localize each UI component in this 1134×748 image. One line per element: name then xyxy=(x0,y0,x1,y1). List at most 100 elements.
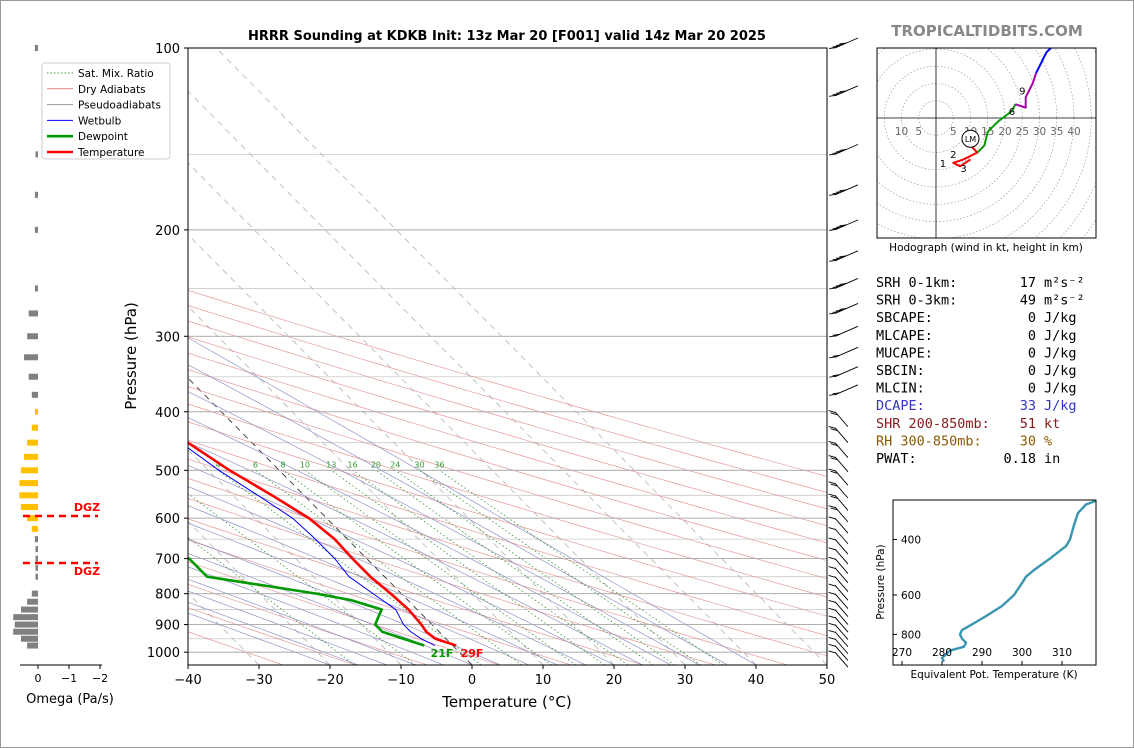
wind-barb-flag xyxy=(829,287,837,290)
legend-entry: Dry Adiabats xyxy=(78,84,146,96)
wind-barb-staff xyxy=(834,548,849,565)
stat-label: SBCAPE: xyxy=(876,310,933,326)
dry-adiabat xyxy=(188,439,827,637)
pseudoadiabat xyxy=(188,486,586,665)
stat-label: SHR 200-850mb: xyxy=(876,416,990,432)
omega-bar xyxy=(34,408,38,415)
wind-barb-staff xyxy=(834,609,849,625)
mixing-ratio-line xyxy=(217,469,482,665)
mixing-ratio-line xyxy=(330,469,605,665)
wind-barb-flag xyxy=(830,457,838,461)
hodograph-height-label: 9 xyxy=(1019,86,1025,97)
wind-barb-flag xyxy=(839,307,847,310)
wind-barb-flag xyxy=(828,425,836,429)
temperature-line xyxy=(188,441,457,647)
stat-unit: J/kg xyxy=(1044,363,1077,379)
theta-e-x-tick-label: 270 xyxy=(892,647,912,659)
x-tick-label: 30 xyxy=(677,673,694,688)
wind-barb-staff xyxy=(834,411,849,428)
x-tick-label: −10 xyxy=(387,673,414,688)
mixing-ratio-label: 20 xyxy=(371,460,381,469)
omega-bar xyxy=(34,536,38,543)
dry-adiabat xyxy=(188,352,827,544)
wind-barb-flag xyxy=(828,505,836,509)
wind-barb-flag xyxy=(832,45,840,48)
skewt-plot: 1 2 4 6 8 10 13 16 20 24 30 36 10020030040050060070… xyxy=(41,42,835,711)
legend-entry: Sat. Mix. Ratio xyxy=(78,68,154,80)
mixing-ratio-line xyxy=(255,469,523,665)
wind-barb-staff xyxy=(834,585,849,601)
chart-title: HRRR Sounding at KDKB Init: 13z Mar 20 [… xyxy=(248,29,766,44)
wind-barb-flag xyxy=(828,600,836,603)
mixing-ratio-label: 36 xyxy=(434,460,444,469)
wind-barb-flag xyxy=(828,440,836,444)
wind-barb-flag xyxy=(828,493,836,497)
wind-barb-flag xyxy=(829,375,837,378)
wind-barb-staff xyxy=(834,470,849,486)
pseudoadiabat xyxy=(188,441,643,665)
dry-adiabat xyxy=(188,458,827,657)
wind-barb-flag xyxy=(829,393,837,396)
theta-e-xlabel: Equivalent Pot. Temperature (K) xyxy=(910,669,1077,681)
hodograph-frame xyxy=(876,47,1097,239)
omega-bar xyxy=(34,45,38,51)
omega-bar xyxy=(35,546,38,553)
wind-barb-staff xyxy=(834,456,849,473)
theta-e-frame xyxy=(892,499,1097,666)
wind-barb-flag xyxy=(828,643,836,647)
stat-label: SBCIN: xyxy=(876,363,925,379)
wind-barb-flag xyxy=(828,455,836,459)
wind-barb-staff xyxy=(834,631,849,648)
stat-unit: m²s⁻² xyxy=(1044,293,1085,309)
dry-adiabat xyxy=(188,369,827,561)
wind-barb-staff xyxy=(834,576,849,593)
brand-label: TROPICALTIDBITS.COM xyxy=(891,22,1083,40)
wind-barb-flag xyxy=(832,258,840,261)
hodograph-caption: Hodograph (wind in kt, height in km) xyxy=(889,242,1083,254)
y-tick-label: 300 xyxy=(155,330,180,345)
omega-bar xyxy=(27,598,38,605)
wind-barb-flag xyxy=(828,650,836,654)
isotherm-line xyxy=(188,520,331,665)
wind-barb-staff xyxy=(834,528,849,545)
omega-bar xyxy=(35,564,38,571)
pseudoadiabat xyxy=(188,612,331,665)
wind-barb-flag xyxy=(832,192,840,195)
wind-barb-flag xyxy=(828,622,836,626)
omega-bar xyxy=(19,492,38,499)
hodograph-ring-label: 10 xyxy=(895,126,908,138)
pseudoadiabat xyxy=(188,417,671,665)
storm-motion-label: LM xyxy=(965,135,976,144)
wind-barb-flag xyxy=(828,410,836,413)
pseudoadiabat xyxy=(188,553,473,665)
mixing-ratio-label: 13 xyxy=(326,460,336,469)
wind-barb-flag xyxy=(828,556,836,560)
mixing-ratio-label: 16 xyxy=(347,460,357,469)
theta-e-x-tick-label: 300 xyxy=(1012,647,1032,659)
wind-barb-flag xyxy=(828,583,836,587)
dry-adiabat xyxy=(188,386,827,579)
omega-bar xyxy=(24,453,38,460)
omega-bar xyxy=(31,391,38,398)
stat-label: SRH 0-3km: xyxy=(876,293,957,309)
theta-e-panel: 270 280 290 300 310 400 600 800 Equivalent Pot.… xyxy=(875,499,1097,681)
wind-barb-flag xyxy=(835,44,844,46)
wind-barb-flag xyxy=(828,527,836,531)
omega-x-tick-label: −1 xyxy=(61,672,77,685)
wind-barb-flag xyxy=(828,537,836,541)
hodograph-ring-label: 30 xyxy=(1033,126,1046,138)
wind-barb-flag xyxy=(839,148,847,151)
wind-barb-flag xyxy=(828,591,836,595)
x-tick-label: −20 xyxy=(316,673,343,688)
wind-barb-flag xyxy=(828,481,836,485)
stat-unit: J/kg xyxy=(1044,345,1077,361)
omega-bar xyxy=(34,285,38,292)
wind-barb-flag xyxy=(829,94,837,97)
hodograph-ring-label: 5 xyxy=(915,126,922,138)
mixing-ratio-line xyxy=(188,493,416,665)
mixing-ratio-line xyxy=(188,536,355,665)
mixing-ratio-line xyxy=(419,469,702,665)
dry-adiabat xyxy=(188,518,644,665)
isotherm-line xyxy=(215,48,827,665)
omega-bar xyxy=(20,503,38,510)
